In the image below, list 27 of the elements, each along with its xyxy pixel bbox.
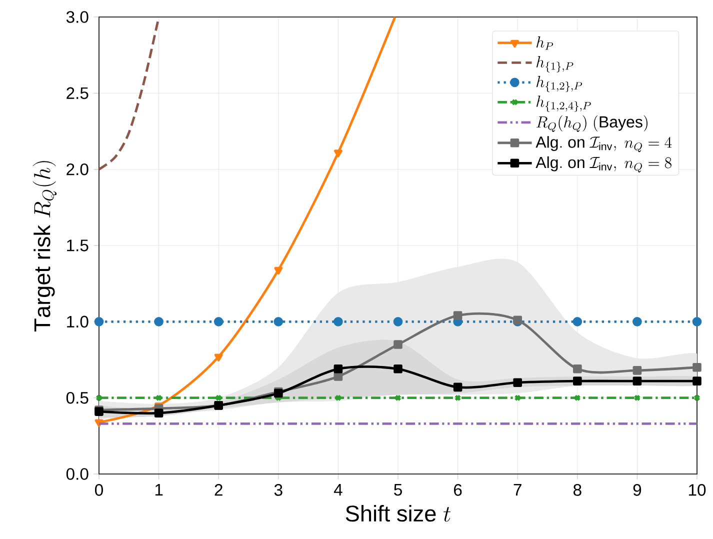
y-tick-label: 1.0 xyxy=(67,316,88,328)
legend-label: $h_{\{1,2\},P}$ xyxy=(536,76,582,92)
x-tick-label: 9 xyxy=(633,484,642,496)
legend-label: $R_Q(h_Q)\ \mathrm{(Bayes)}$ xyxy=(536,115,648,132)
y-axis-title: $\mathrm{Target\ risk\ }R_Q(h)$ xyxy=(32,161,57,332)
x-tick-label: 2 xyxy=(214,484,222,496)
x-tick-label: 4 xyxy=(334,484,342,496)
x-tick-label: 8 xyxy=(574,484,582,496)
x-tick-label: 1 xyxy=(155,484,163,496)
x-tick-label: 10 xyxy=(689,484,706,496)
x-tick-label: 7 xyxy=(514,484,522,496)
y-tick-label: 1.5 xyxy=(67,240,88,252)
y-tick-label: 2.0 xyxy=(66,163,88,176)
y-tick-label: 2.5 xyxy=(66,87,88,100)
x-tick-label: 5 xyxy=(394,484,402,496)
x-axis-title: $\mathrm{Shift\ size\ }t$ xyxy=(346,505,450,522)
legend-label: $\mathrm{Alg.\ on\ }\mathcal{I}_{\mathrm{inv}},\ n_Q=4$ xyxy=(536,136,672,152)
legend-label: $\mathrm{Alg.\ on\ }\mathcal{I}_{\mathrm{inv}},\ n_Q=8$ xyxy=(536,156,672,172)
legend-label: $h_P$ xyxy=(536,36,554,50)
legend-label: $h_{\{1\},P}$ xyxy=(536,56,574,72)
y-tick-label: 0.5 xyxy=(66,392,88,404)
y-tick-label: 3.0 xyxy=(66,11,88,23)
x-tick-label: 3 xyxy=(274,484,282,496)
legend-label: $h_{\{1,2,4\},P}$ xyxy=(536,96,591,112)
x-tick-label: 6 xyxy=(454,484,462,496)
x-tick-label: 0 xyxy=(95,484,103,496)
y-tick-label: 0.0 xyxy=(66,468,88,480)
